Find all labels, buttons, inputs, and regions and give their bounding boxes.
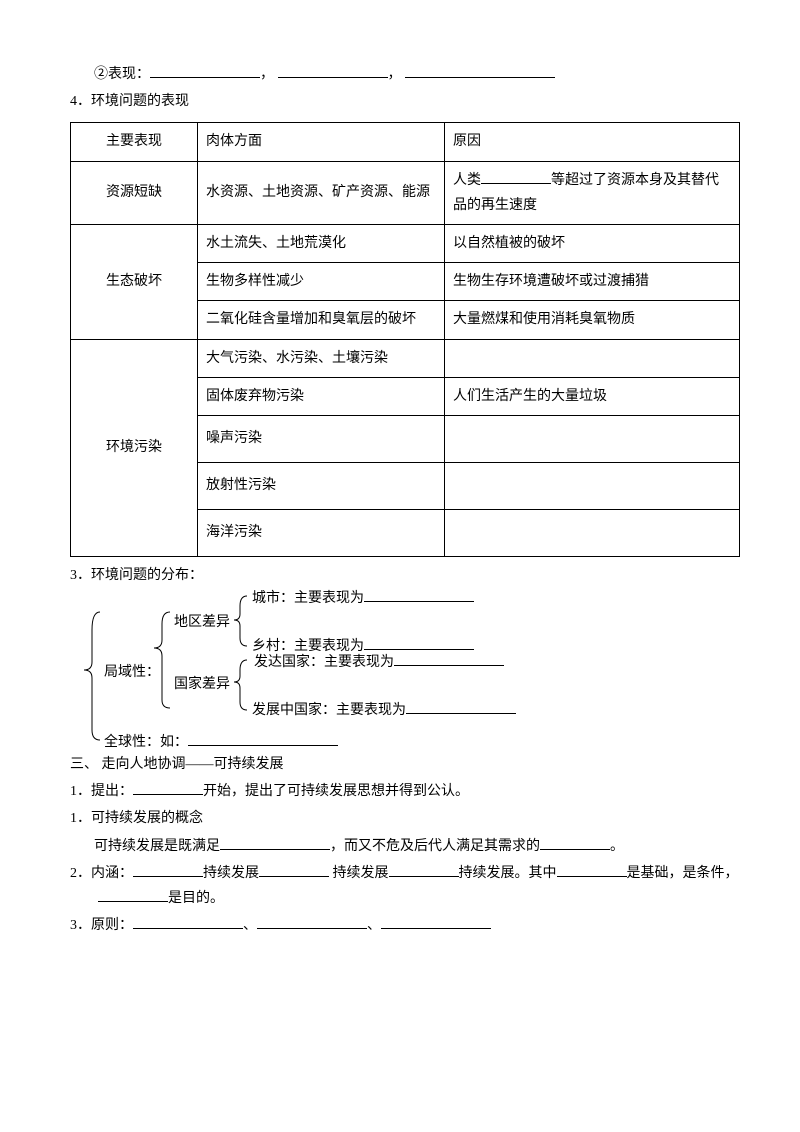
cell: 环境污染 xyxy=(71,339,198,556)
cell: 放射性污染 xyxy=(198,462,445,509)
blank xyxy=(389,862,459,877)
blank xyxy=(364,587,474,602)
line-neihan: 2．内涵： 持续发展 持续发展 持续发展。其中 是基础，是条件， 是目的。 xyxy=(70,861,740,911)
cell: 生物生存环境遭破坏或过渡捕猎 xyxy=(445,263,740,301)
tree-node: 发达国家：主要表现为 xyxy=(254,650,504,675)
blank xyxy=(220,835,330,850)
blank xyxy=(150,63,260,78)
text: 、 xyxy=(367,918,381,933)
cell: 生物多样性减少 xyxy=(198,263,445,301)
text: 是基础，是条件， xyxy=(627,866,739,881)
tree-node: 发展中国家：主要表现为 xyxy=(252,698,516,723)
text: 发达国家：主要表现为 xyxy=(254,655,394,670)
blank xyxy=(557,862,627,877)
cell: 人类等超过了资源本身及其替代品的再生速度 xyxy=(445,161,740,224)
text: 是目的。 xyxy=(168,891,224,906)
table-row: 环境污染 大气污染、水污染、土壤污染 xyxy=(71,339,740,377)
text: 人类 xyxy=(453,173,481,188)
cell: 固体废弃物污染 xyxy=(198,377,445,415)
heading-3: 3．环境问题的分布： xyxy=(70,563,740,588)
text: 可持续发展是既满足 xyxy=(94,839,220,854)
text: 1．提出： xyxy=(70,784,133,799)
line-concept: 1．可持续发展的概念 xyxy=(70,806,740,831)
heading-san: 三、 走向人地协调——可持续发展 xyxy=(70,752,740,777)
table-row: 资源短缺 水资源、土地资源、矿产资源、能源 人类等超过了资源本身及其替代品的再生… xyxy=(71,161,740,224)
text: ②表现： xyxy=(94,67,150,82)
blank xyxy=(394,651,504,666)
blank xyxy=(133,780,203,795)
cell: 水土流失、土地荒漠化 xyxy=(198,224,445,262)
cell: 以自然植被的破坏 xyxy=(445,224,740,262)
cell: 主要表现 xyxy=(71,123,198,161)
cell: 肉体方面 xyxy=(198,123,445,161)
cell xyxy=(445,509,740,556)
table-row: 生态破坏 水土流失、土地荒漠化 以自然植被的破坏 xyxy=(71,224,740,262)
heading-4: 4．环境问题的表现 xyxy=(70,89,740,114)
cell xyxy=(445,415,740,462)
cell: 水资源、土地资源、矿产资源、能源 xyxy=(198,161,445,224)
blank xyxy=(257,914,367,929)
blank xyxy=(406,699,516,714)
cell: 生态破坏 xyxy=(71,224,198,339)
text: 3．原则： xyxy=(70,918,133,933)
tree-diagram: 城市：主要表现为 地区差异 乡村：主要表现为 局域性： 国家差异 发达国家：主要… xyxy=(70,590,740,750)
line-1: 1．提出： 开始，提出了可持续发展思想并得到公认。 xyxy=(70,779,740,804)
blank xyxy=(405,63,555,78)
blank xyxy=(481,169,551,184)
text: 。 xyxy=(610,839,624,854)
cell: 大量燃煤和使用消耗臭氧物质 xyxy=(445,301,740,339)
text: ， xyxy=(260,67,274,82)
env-table: 主要表现 肉体方面 原因 资源短缺 水资源、土地资源、矿产资源、能源 人类等超过… xyxy=(70,122,740,557)
text: 2．内涵： xyxy=(70,866,133,881)
table-row: 主要表现 肉体方面 原因 xyxy=(71,123,740,161)
text: 发展中国家：主要表现为 xyxy=(252,703,406,718)
blank xyxy=(259,862,329,877)
text: 全球性：如： xyxy=(104,735,188,750)
cell: 噪声污染 xyxy=(198,415,445,462)
text: 持续发展 xyxy=(329,866,389,881)
blank xyxy=(188,731,338,746)
blank xyxy=(364,635,474,650)
tree-node: 国家差异 xyxy=(174,672,230,697)
cell xyxy=(445,339,740,377)
tree-node: 城市：主要表现为 xyxy=(252,586,474,611)
line-concept-body: 可持续发展是既满足 ，而又不危及后代人满足其需求的 。 xyxy=(94,834,740,859)
blank xyxy=(278,63,388,78)
cell: 海洋污染 xyxy=(198,509,445,556)
cell xyxy=(445,462,740,509)
blank xyxy=(381,914,491,929)
text: 开始，提出了可持续发展思想并得到公认。 xyxy=(203,784,469,799)
text: 、 xyxy=(243,918,257,933)
cell: 原因 xyxy=(445,123,740,161)
line-expression: ②表现： ， ， xyxy=(94,62,740,87)
blank xyxy=(98,887,168,902)
blank xyxy=(540,835,610,850)
tree-node: 局域性： xyxy=(104,660,160,685)
tree-node: 地区差异 xyxy=(174,610,230,635)
blank xyxy=(133,914,243,929)
text: ， xyxy=(388,67,402,82)
blank xyxy=(133,862,203,877)
line-principle: 3．原则： 、 、 xyxy=(70,913,740,938)
text: 持续发展。其中 xyxy=(459,866,557,881)
cell: 二氧化硅含量增加和臭氧层的破坏 xyxy=(198,301,445,339)
text: ，而又不危及后代人满足其需求的 xyxy=(330,839,540,854)
text: 城市：主要表现为 xyxy=(252,591,364,606)
cell: 大气污染、水污染、土壤污染 xyxy=(198,339,445,377)
tree-node: 全球性：如： xyxy=(104,730,338,755)
text: 持续发展 xyxy=(203,866,259,881)
cell: 资源短缺 xyxy=(71,161,198,224)
cell: 人们生活产生的大量垃圾 xyxy=(445,377,740,415)
